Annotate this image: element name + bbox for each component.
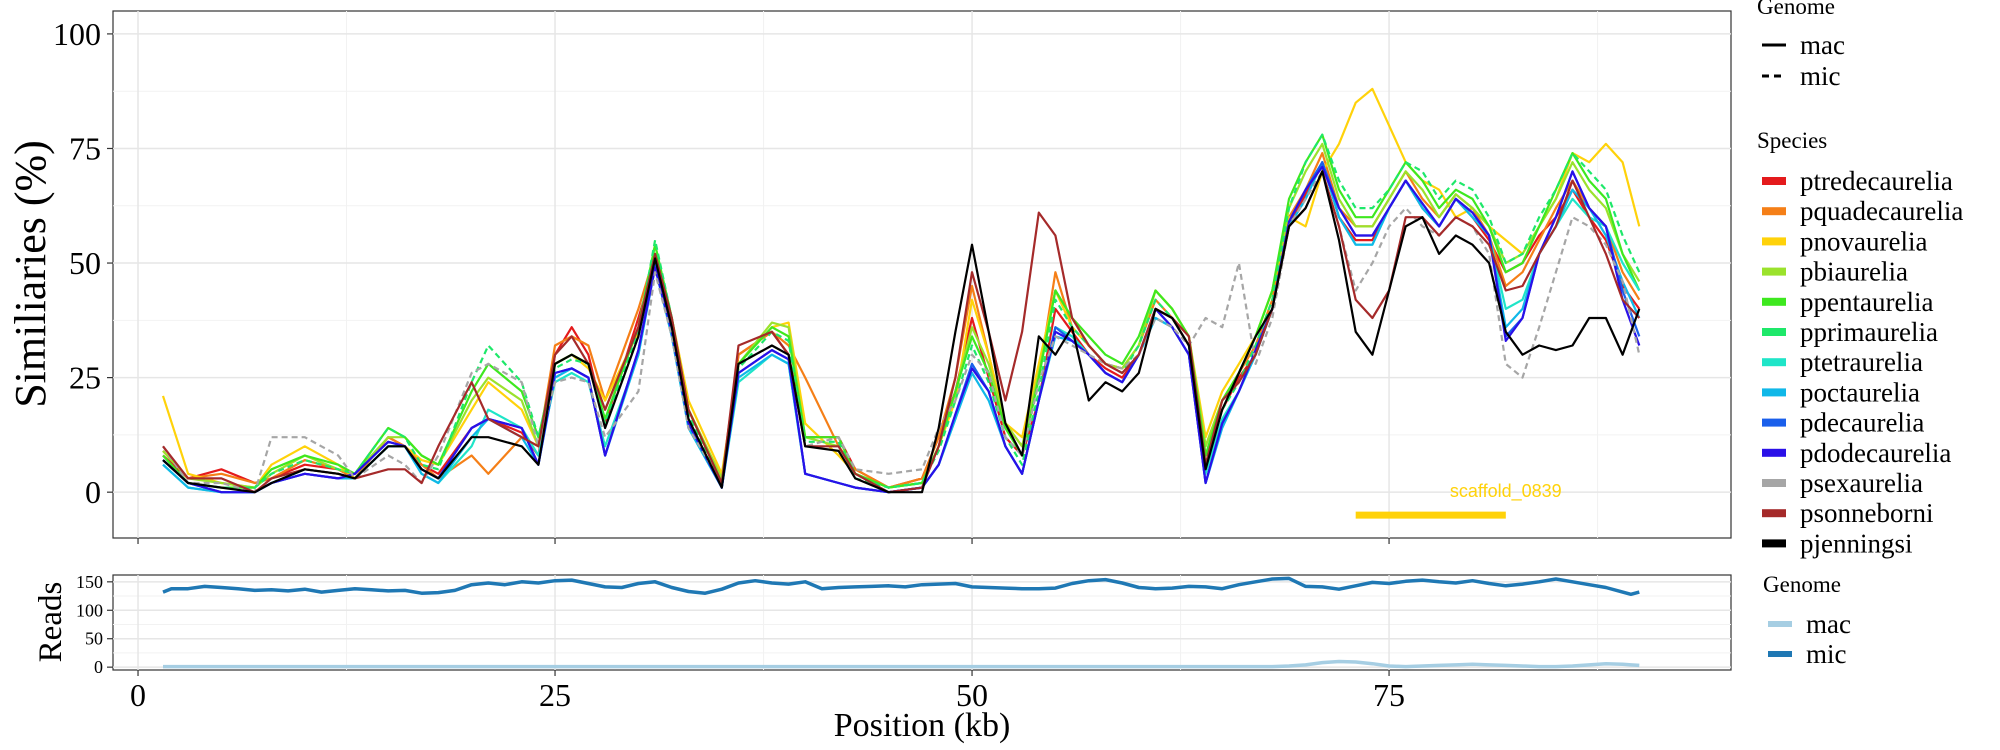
x-axis-title: Position (kb) <box>834 707 1011 744</box>
legend-key-pdecaurelia <box>1762 418 1786 427</box>
reads-y-axis-title: Reads <box>33 582 69 663</box>
y-tick-label: 0 <box>85 474 101 510</box>
legend-label-pquadecaurelia: pquadecaurelia <box>1800 196 1963 226</box>
similarity-x-ticks <box>137 538 1390 544</box>
species-legend-title: Species <box>1757 128 1827 153</box>
legend-key-ptetraurelia <box>1762 358 1786 367</box>
legend-key-pnovaurelia <box>1762 237 1786 246</box>
y-tick-label: 150 <box>76 572 103 592</box>
reads-line-mic <box>162 576 1640 597</box>
reads-series <box>162 576 1640 669</box>
legend-key-ppentaurelia <box>1762 297 1786 306</box>
genome-legend-title: Genome <box>1757 0 1835 19</box>
similarity-y-ticks: 0 25 50 75 100 <box>53 16 113 510</box>
scaffold-annotation: scaffold_0839 <box>1355 481 1562 519</box>
legend-label-ptredecaurelia: ptredecaurelia <box>1800 166 1953 196</box>
legend-key-pjenningsi <box>1762 539 1786 548</box>
legend-label-pjenningsi: pjenningsi <box>1800 528 1913 558</box>
genome-linetype-legend: Genome mac mic <box>1757 0 1845 91</box>
x-tick-label: 50 <box>956 677 988 713</box>
reads-legend-label-mac: mac <box>1806 609 1851 639</box>
reads-x-ticks: 0 25 50 75 <box>130 670 1405 713</box>
series-line-pjenningsi <box>162 170 1641 494</box>
species-legend: Species ptredecaureliapquadecaureliapnov… <box>1757 128 1963 558</box>
similarity-plot-background <box>112 10 1732 539</box>
series-line-psonneborni <box>162 170 1641 494</box>
x-tick-label: 25 <box>539 677 571 713</box>
similarity-series <box>161 87 1641 494</box>
legend-label-ppentaurelia: ppentaurelia <box>1800 287 1933 317</box>
y-tick-label: 75 <box>69 130 101 166</box>
legend-label-pbiaurelia: pbiaurelia <box>1800 257 1908 287</box>
legend-key-pprimaurelia <box>1762 328 1786 336</box>
legend-label-psexaurelia: psexaurelia <box>1800 468 1923 498</box>
scaffold-label: scaffold_0839 <box>1450 481 1562 502</box>
legend-label-mac: mac <box>1800 30 1845 60</box>
reads-legend-label-mic: mic <box>1806 639 1847 669</box>
reads-genome-legend: Genome mac mic <box>1763 572 1851 669</box>
y-tick-label: 0 <box>94 657 103 677</box>
legend-key-psexaurelia <box>1762 479 1786 487</box>
reads-legend-title: Genome <box>1763 572 1841 597</box>
similarity-y-axis-title: Similiaries (%) <box>6 140 55 408</box>
y-tick-label: 50 <box>69 245 101 281</box>
legend-label-psonneborni: psonneborni <box>1800 498 1933 528</box>
y-tick-label: 25 <box>69 360 101 396</box>
series-line-pdodecaurelia <box>162 165 1641 494</box>
y-tick-label: 50 <box>85 629 103 649</box>
y-tick-label: 100 <box>53 16 101 52</box>
y-tick-label: 100 <box>76 600 103 620</box>
series-line-pbiaurelia <box>162 142 1641 489</box>
x-tick-label: 75 <box>1373 677 1405 713</box>
legend-label-pnovaurelia: pnovaurelia <box>1800 226 1927 256</box>
series-line-psexaurelia <box>162 170 1641 494</box>
legend-key-ptredecaurelia <box>1762 177 1786 185</box>
legend-key-poctaurelia <box>1762 388 1786 397</box>
legend-label-ptetraurelia: ptetraurelia <box>1800 347 1923 377</box>
series-line-pprimaurelia <box>162 133 1641 489</box>
legend-label-mic: mic <box>1800 61 1841 91</box>
reads-panel: 0 50 100 150 0 25 50 75 Reads Position (kb) <box>33 572 1732 744</box>
legend-label-pdodecaurelia: pdodecaurelia <box>1800 438 1951 468</box>
similarity-panel: 0 25 50 75 100 scaffold_0839 Similiaries (%) <box>6 10 1732 544</box>
legend-key-psonneborni <box>1762 509 1786 518</box>
legend-label-pdecaurelia: pdecaurelia <box>1800 408 1924 438</box>
legend-label-poctaurelia: poctaurelia <box>1800 377 1920 407</box>
legend-key-pdodecaurelia <box>1762 448 1786 457</box>
legend-key-pquadecaurelia <box>1762 207 1786 216</box>
legend-label-pprimaurelia: pprimaurelia <box>1800 317 1938 347</box>
reads-line-mac <box>163 659 1640 669</box>
legend-key-pbiaurelia <box>1762 267 1786 276</box>
x-tick-label: 0 <box>130 677 146 713</box>
reads-y-ticks: 0 50 100 150 <box>76 572 113 677</box>
